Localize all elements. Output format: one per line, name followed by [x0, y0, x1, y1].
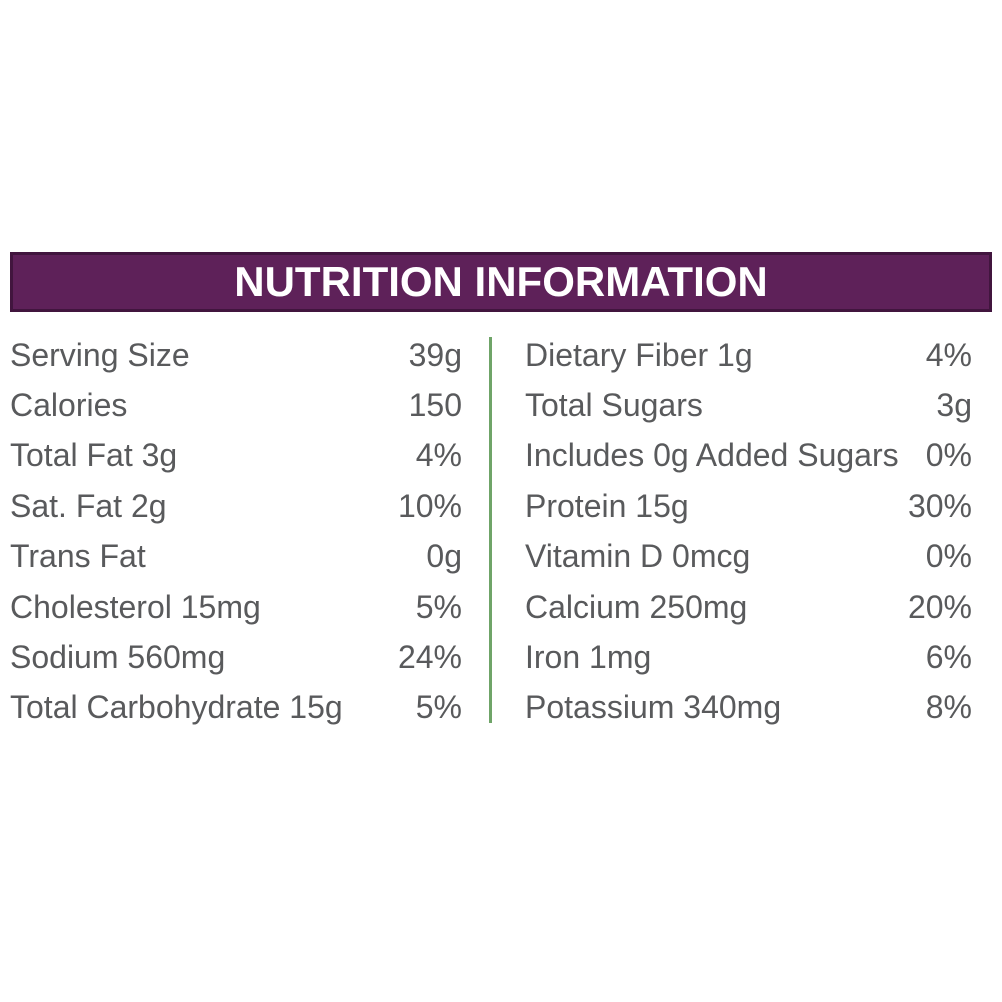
nutrient-name: Includes 0g Added Sugars: [525, 437, 899, 474]
label-title: NUTRITION INFORMATION: [234, 258, 768, 305]
nutrient-name: Potassium 340mg: [525, 689, 782, 726]
nutrient-value: 0%: [925, 538, 972, 575]
nutrient-value: 5%: [415, 588, 462, 625]
label-header: NUTRITION INFORMATION: [10, 252, 992, 312]
nutrient-name: Serving Size: [10, 336, 190, 373]
nutrient-value: 20%: [907, 588, 972, 625]
nutrient-name: Iron 1mg: [525, 639, 652, 676]
nutrient-row: Trans Fat 0g: [10, 532, 462, 582]
nutrient-name: Protein 15g: [525, 487, 689, 524]
nutrient-row: Sat. Fat 2g 10%: [10, 481, 462, 531]
nutrient-value: 39g: [408, 336, 462, 373]
nutrient-row: Potassium 340mg 8%: [525, 683, 972, 733]
nutrient-name: Cholesterol 15mg: [10, 588, 261, 625]
nutrient-row: Cholesterol 15mg 5%: [10, 582, 462, 632]
nutrition-column-left: Serving Size 39g Calories 150 Total Fat 3g 4%…: [10, 330, 462, 733]
nutrient-row: Total Sugars 3g: [525, 380, 972, 430]
nutrient-name: Calcium 250mg: [525, 588, 748, 625]
nutrient-name: Vitamin D 0mcg: [525, 538, 751, 575]
nutrient-name: Sat. Fat 2g: [10, 487, 167, 524]
nutrient-value: 4%: [925, 336, 972, 373]
nutrient-row: Protein 15g 30%: [525, 481, 972, 531]
nutrition-column-right: Dietary Fiber 1g 4% Total Sugars 3g Includes…: [525, 330, 972, 733]
nutrient-name: Dietary Fiber 1g: [525, 336, 753, 373]
column-divider: [489, 337, 492, 724]
nutrient-row: Vitamin D 0mcg 0%: [525, 532, 972, 582]
nutrient-row: Iron 1mg 6%: [525, 632, 972, 682]
nutrient-name: Total Fat 3g: [10, 437, 178, 474]
nutrient-row: Calories 150: [10, 380, 462, 430]
nutrient-value: 0g: [426, 538, 462, 575]
nutrient-value: 4%: [415, 437, 462, 474]
nutrient-name: Calories: [10, 387, 128, 424]
nutrient-value: 10%: [397, 487, 462, 524]
nutrient-value: 6%: [925, 639, 972, 676]
nutrient-row: Sodium 560mg 24%: [10, 632, 462, 682]
nutrient-value: 8%: [925, 689, 972, 726]
nutrient-row: Total Fat 3g 4%: [10, 431, 462, 481]
nutrient-value: 0%: [925, 437, 972, 474]
nutrient-name: Total Carbohydrate 15g: [10, 689, 343, 726]
nutrient-row: Total Carbohydrate 15g 5%: [10, 683, 462, 733]
nutrient-name: Total Sugars: [525, 387, 703, 424]
nutrient-value: 30%: [907, 487, 972, 524]
nutrient-value: 24%: [397, 639, 462, 676]
nutrition-table: Serving Size 39g Calories 150 Total Fat 3g 4%…: [0, 330, 1002, 733]
nutrient-value: 150: [408, 387, 462, 424]
nutrient-row: Includes 0g Added Sugars 0%: [525, 431, 972, 481]
nutrient-value: 3g: [936, 387, 972, 424]
nutrient-value: 5%: [415, 689, 462, 726]
nutrient-row: Serving Size 39g: [10, 330, 462, 380]
nutrient-name: Sodium 560mg: [10, 639, 226, 676]
nutrient-row: Calcium 250mg 20%: [525, 582, 972, 632]
nutrient-name: Trans Fat: [10, 538, 146, 575]
nutrient-row: Dietary Fiber 1g 4%: [525, 330, 972, 380]
